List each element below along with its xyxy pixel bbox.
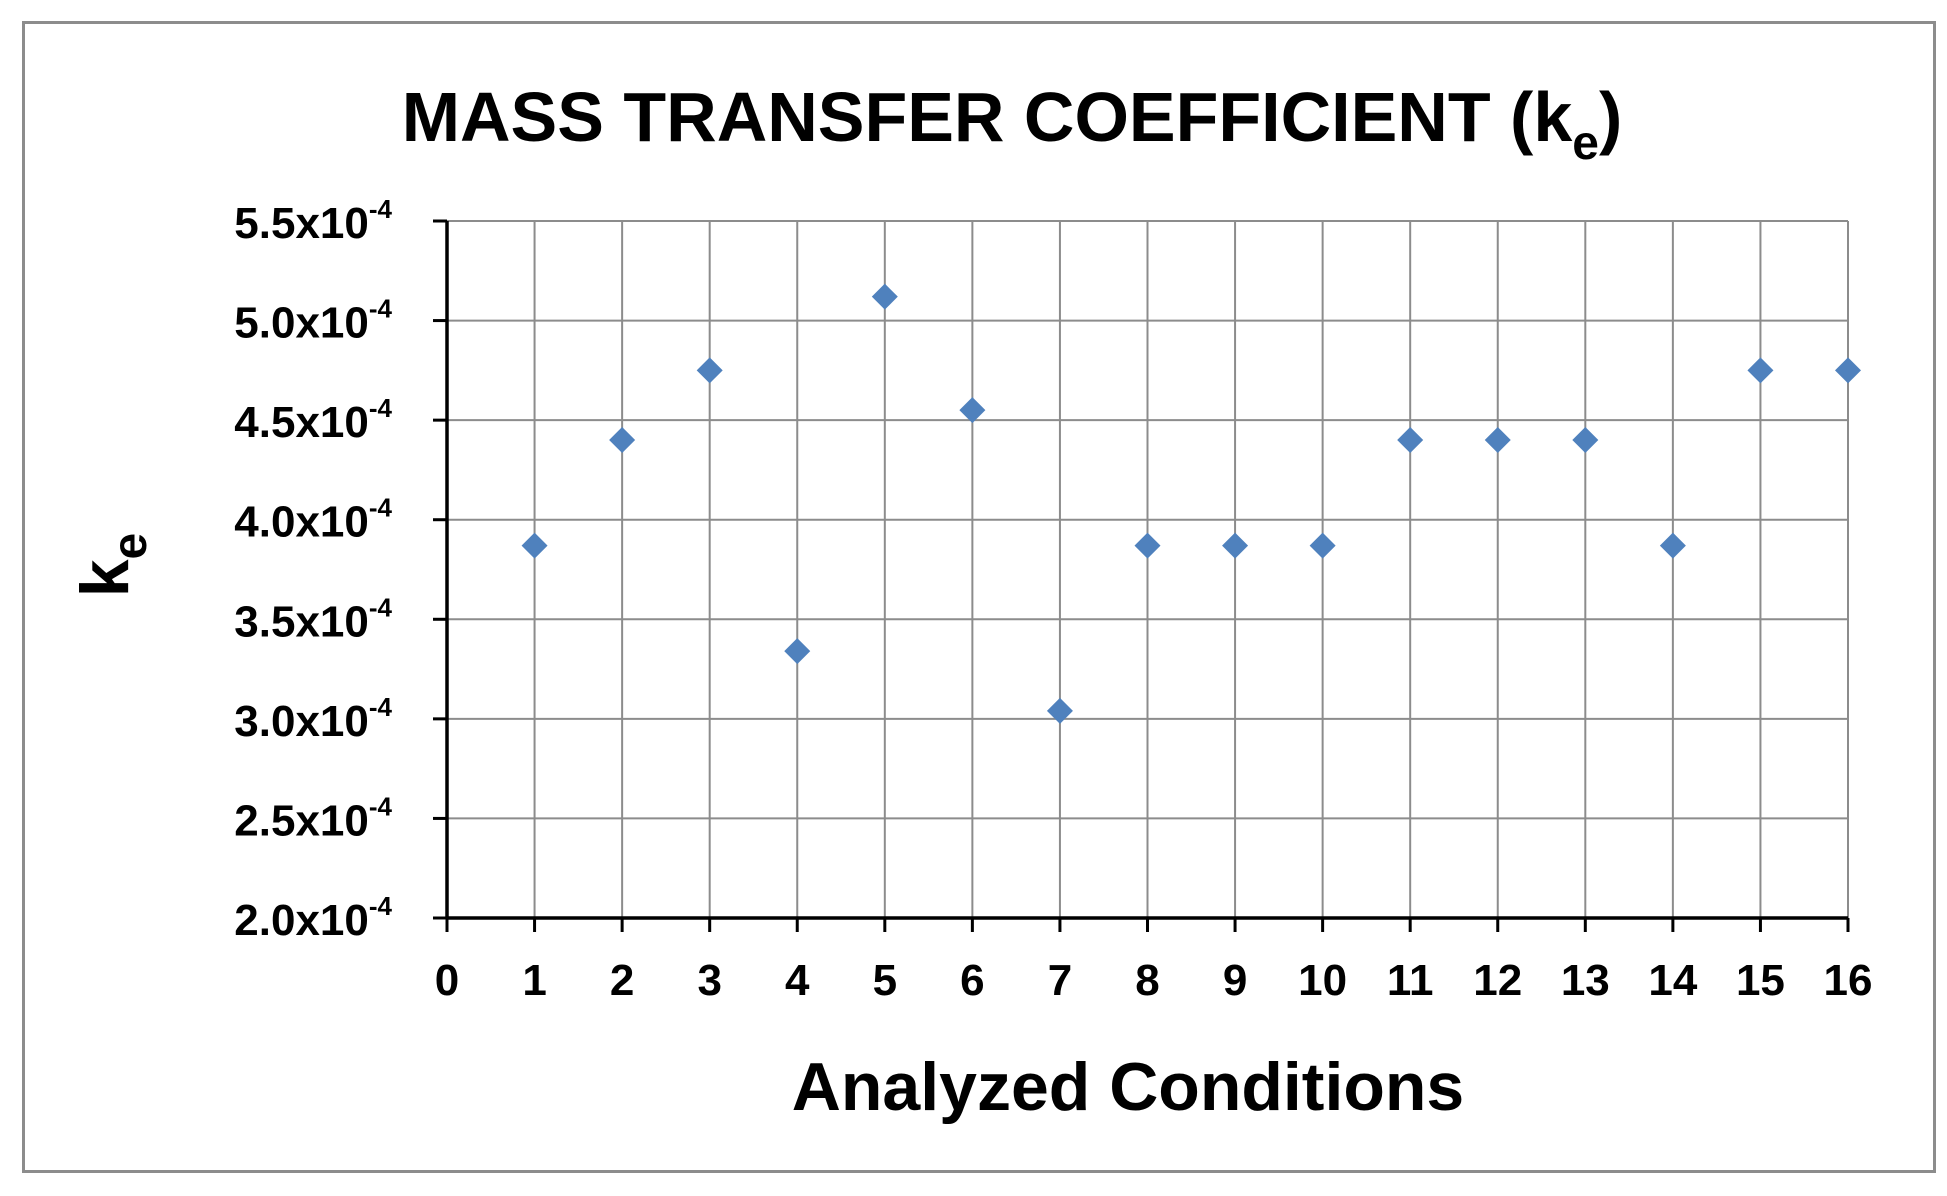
x-tick-label: 15 [1736,956,1785,1005]
y-tick-labels: 5.5x10-4 5.0x10-4 4.5x10-4 4.0x10-4 3.5x10-4… [234,194,392,945]
x-tick-labels: 0 1 2 3 4 5 6 7 8 9 10 11 12 13 14 15 16 [435,956,1873,1005]
data-point [696,357,723,384]
y-tick-label: 3.0x10-4 [234,692,392,746]
x-tick-label: 16 [1824,956,1873,1005]
x-tick-label: 10 [1298,956,1347,1005]
gridlines [447,220,1849,918]
data-point [1309,532,1336,559]
y-tick-label: 5.0x10-4 [234,294,392,348]
x-tick-label: 1 [522,956,546,1005]
y-tick-label: 2.0x10-4 [234,891,392,945]
y-tick-label: 4.5x10-4 [234,393,392,447]
y-tick-label: 4.0x10-4 [234,493,392,547]
data-point [871,283,898,310]
x-tick-label: 3 [697,956,721,1005]
axes [433,219,1850,932]
x-tick-label: 13 [1561,956,1610,1005]
x-tick-label: 5 [873,956,897,1005]
data-point [609,427,636,454]
data-point [1747,357,1774,384]
data-point [1134,532,1161,559]
y-tick-label: 5.5x10-4 [234,194,392,248]
x-tick-label: 9 [1223,956,1247,1005]
data-point [1397,427,1424,454]
x-tick-label: 6 [960,956,984,1005]
data-point [1222,532,1249,559]
x-tick-label: 12 [1473,956,1522,1005]
chart-title: MASS TRANSFER COEFFICIENT (ke) [402,78,1623,170]
y-tick-label: 3.5x10-4 [234,592,392,646]
data-point [1835,357,1861,384]
data-points [521,283,1861,724]
x-axis-title: Analyzed Conditions [792,1049,1464,1125]
data-point [1484,427,1511,454]
data-point [959,397,986,424]
data-point [1572,427,1599,454]
y-axis-title: ke [67,533,157,598]
x-tick-label: 8 [1135,956,1159,1005]
data-point [784,638,811,665]
data-point [521,532,548,559]
y-tick-label: 2.5x10-4 [234,791,392,845]
chart-frame [22,21,1936,1173]
data-point [1659,532,1686,559]
x-tick-label: 0 [435,956,459,1005]
x-tick-label: 11 [1387,956,1434,1005]
x-tick-label: 4 [785,956,810,1005]
data-point [1046,697,1073,724]
x-tick-label: 2 [610,956,634,1005]
x-tick-label: 7 [1048,956,1072,1005]
x-tick-label: 14 [1648,956,1697,1005]
